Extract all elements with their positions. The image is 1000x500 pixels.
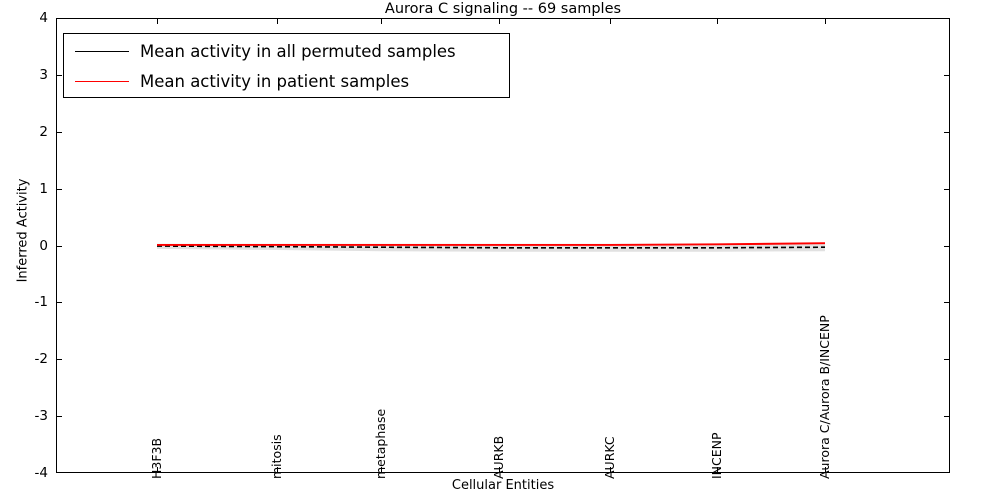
legend-label: Mean activity in patient samples [140, 72, 410, 91]
x-tick-mark [499, 467, 500, 473]
x-tick-mark-top [717, 18, 718, 24]
y-tick-label: -3 [34, 408, 48, 425]
line-mean-patient [157, 242, 826, 246]
x-axis-label: Cellular Entities [451, 478, 555, 493]
y-tick-label: 1 [39, 180, 48, 197]
y-tick-label: -1 [34, 294, 48, 311]
y-tick-mark [56, 188, 62, 190]
y-tick-mark-right [944, 416, 950, 418]
line-mean-permuted [156, 245, 826, 249]
y-tick-label: 3 [39, 66, 48, 83]
y-tick-label: 2 [39, 123, 48, 140]
x-tick-mark-top [157, 18, 158, 24]
y-axis-label: Inferred Activity [15, 178, 31, 283]
legend-item: Mean activity in all permuted samples [64, 36, 509, 67]
y-tick-mark [56, 416, 62, 418]
legend-swatch-permuted [75, 51, 129, 52]
x-tick-mark [610, 467, 611, 473]
legend-swatch-patient [75, 81, 129, 82]
page-title: Aurora C signaling -- 69 samples [384, 1, 622, 17]
y-tick-mark-right [944, 74, 950, 76]
x-tick-mark-top [499, 18, 500, 24]
y-tick-label: -2 [34, 351, 48, 368]
y-tick-mark [56, 131, 62, 133]
y-tick-mark [56, 74, 62, 76]
x-tick-mark [277, 467, 278, 473]
y-tick-label: -4 [34, 465, 48, 481]
y-tick-mark-right [944, 302, 950, 304]
y-tick-label: 0 [39, 237, 48, 254]
y-tick-mark [56, 302, 62, 304]
x-tick-mark [825, 467, 826, 473]
x-tick-mark [157, 467, 158, 473]
legend-item: Mean activity in patient samples [64, 66, 509, 97]
x-tick-mark [381, 467, 382, 473]
x-tick-mark-top [277, 18, 278, 24]
legend-label: Mean activity in all permuted samples [140, 42, 456, 61]
plot-data-area [56, 18, 950, 473]
y-tick-mark [56, 245, 62, 247]
y-tick-label: 4 [39, 10, 48, 26]
y-tick-mark-right [944, 131, 950, 133]
x-tick-mark-top [381, 18, 382, 24]
y-tick-mark-right [944, 245, 950, 247]
series-svg [156, 242, 826, 252]
x-tick-mark [717, 467, 718, 473]
y-tick-mark-right [944, 359, 950, 361]
y-tick-mark [56, 359, 62, 361]
x-tick-mark-top [610, 18, 611, 24]
y-tick-mark-right [944, 188, 950, 190]
x-tick-mark-top [825, 18, 826, 24]
legend: Mean activity in all permuted samples Me… [63, 33, 510, 98]
